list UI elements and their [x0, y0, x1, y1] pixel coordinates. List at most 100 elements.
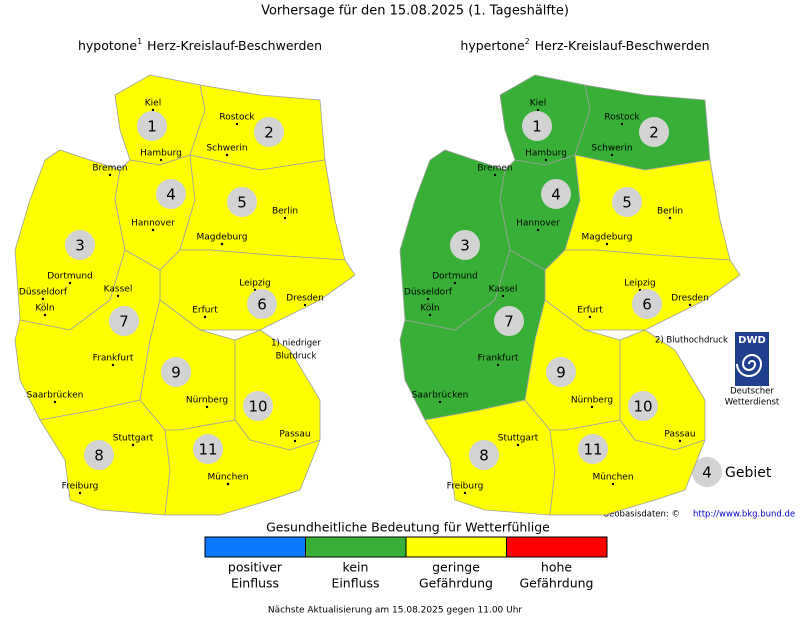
region-label: 6: [642, 296, 652, 314]
city-dot: [463, 491, 467, 495]
region-label: 9: [171, 364, 181, 382]
legend-label: Einfluss: [331, 576, 379, 591]
region-marker: [109, 306, 139, 336]
city-dot: [203, 315, 207, 319]
region-label: 8: [479, 447, 489, 465]
region-label: 6: [257, 296, 267, 314]
legend-label: kein: [343, 560, 369, 575]
city-label: Schwerin: [206, 144, 247, 154]
city-dot: [453, 281, 457, 285]
city-label: Nürnberg: [186, 396, 228, 406]
city-dot: [438, 400, 442, 404]
region-marker: [137, 111, 167, 141]
region-label: 10: [633, 398, 652, 416]
city-label: Saarbrücken: [27, 391, 84, 401]
city-dot: [588, 315, 592, 319]
city-dot: [605, 242, 609, 246]
city-label: Passau: [664, 430, 695, 440]
source-link[interactable]: http://www.bkg.bund.de: [693, 510, 795, 520]
map-title-main: hypotone: [78, 38, 137, 53]
city-dot: [536, 228, 540, 232]
region-label: 11: [198, 441, 217, 459]
city-dot: [611, 482, 615, 486]
region-marker: [469, 440, 499, 470]
region-label: 9: [556, 364, 566, 382]
region-label: 3: [460, 237, 470, 255]
region-marker: [546, 357, 576, 387]
city-label: Passau: [279, 430, 310, 440]
city-label: Schwerin: [591, 144, 632, 154]
region-marker: [193, 434, 223, 464]
region-marker: [494, 306, 524, 336]
legend-label: Gefährdung: [520, 576, 594, 591]
region-marker: [578, 434, 608, 464]
city-label: Kassel: [104, 285, 133, 295]
city-label: Hannover: [131, 219, 175, 229]
city-label: Kiel: [145, 99, 161, 109]
footer: Nächste Aktualisierung am 15.08.2025 geg…: [268, 606, 523, 616]
city-dot: [536, 108, 540, 112]
region-label: 1: [532, 118, 542, 136]
city-dot: [516, 443, 520, 447]
legend-label: Gefährdung: [419, 576, 493, 591]
city-dot: [151, 228, 155, 232]
city-label: Stuttgart: [113, 434, 154, 444]
region-marker: [247, 289, 277, 319]
source-text: Geobasisdaten: ©: [603, 510, 680, 520]
city-label: Hannover: [516, 219, 560, 229]
region-label: 1: [147, 118, 157, 136]
region-marker: [243, 391, 273, 421]
city-label: Frankfurt: [478, 354, 519, 364]
map-note: Blutdruck: [276, 352, 317, 362]
region-label: 10: [248, 398, 267, 416]
region-marker: [65, 230, 95, 260]
city-dot: [668, 216, 672, 220]
map-title-main: hypertone: [460, 38, 525, 53]
map: hypotone1 Herz-Kreislauf-BeschwerdenKielR…: [14, 37, 356, 516]
city-dot: [78, 491, 82, 495]
map-note: 1) niedriger: [271, 339, 321, 349]
city-label: Magdeburg: [197, 233, 248, 243]
city-dot: [620, 122, 624, 126]
city-label: Freiburg: [62, 482, 99, 492]
region-marker: [161, 357, 191, 387]
region-label: 8: [94, 447, 104, 465]
city-label: Berlin: [272, 207, 298, 217]
city-label: Köln: [420, 304, 439, 314]
city-dot: [225, 153, 229, 157]
city-label: Leipzig: [239, 279, 271, 289]
region-marker: [541, 179, 571, 209]
legend-swatch: [204, 536, 306, 558]
region-label: 3: [75, 237, 85, 255]
city-dot: [205, 405, 209, 409]
city-dot: [426, 297, 430, 301]
city-dot: [610, 153, 614, 157]
map-title-rest: Herz-Kreislauf-Beschwerden: [535, 38, 710, 53]
logo-line: Wetterdienst: [725, 398, 780, 408]
city-dot: [111, 363, 115, 367]
city-label: Berlin: [657, 207, 683, 217]
legend-label: positiver: [228, 560, 283, 575]
region-marker: [450, 230, 480, 260]
legend-label: Einfluss: [231, 576, 279, 591]
city-label: Dresden: [286, 294, 324, 304]
city-dot: [41, 297, 45, 301]
legend-swatch: [305, 536, 407, 558]
region-marker: [254, 117, 284, 147]
city-label: Stuttgart: [498, 434, 539, 444]
city-dot: [590, 405, 594, 409]
region-marker: [84, 440, 114, 470]
city-label: Magdeburg: [582, 233, 633, 243]
region-marker: [522, 111, 552, 141]
city-label: Freiburg: [447, 482, 484, 492]
city-dot: [688, 303, 692, 307]
city-dot: [108, 173, 112, 177]
region-label: 2: [649, 124, 659, 142]
area-key-label: 4: [702, 464, 712, 482]
region-label: 11: [583, 441, 602, 459]
city-label: Hamburg: [525, 149, 567, 159]
region-label: 5: [237, 194, 247, 212]
city-label: Rostock: [604, 113, 640, 123]
map-title: hypertone2 Herz-Kreislauf-Beschwerden: [460, 37, 709, 53]
